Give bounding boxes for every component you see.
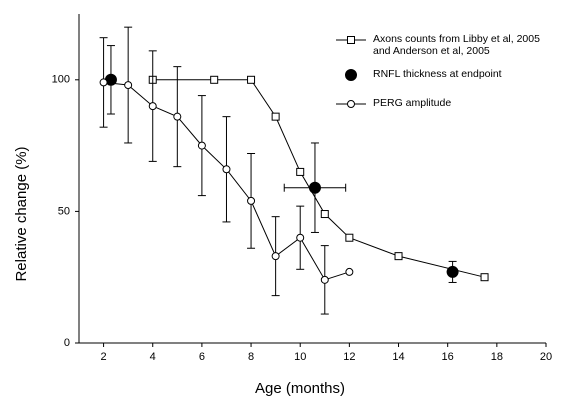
data-point: [345, 233, 354, 242]
data-point: [173, 112, 182, 121]
data-point: [210, 75, 219, 84]
data-point: [197, 141, 206, 150]
legend-marker: [347, 36, 355, 44]
legend-label: Axons counts from Libby et al, 2005 and …: [373, 33, 540, 57]
x-tick-label: 2: [101, 351, 107, 363]
data-point: [296, 167, 305, 176]
data-point: [296, 233, 305, 242]
data-point: [320, 275, 329, 284]
legend-label: RNFL thickness at endpoint: [373, 68, 502, 80]
legend-marker: [347, 100, 355, 108]
x-tick-label: 6: [199, 351, 205, 363]
x-tick-label: 20: [540, 351, 552, 363]
legend-entry: PERG amplitude: [373, 97, 452, 109]
x-tick-label: 10: [294, 351, 306, 363]
x-tick-label: 18: [491, 351, 503, 363]
data-point: [320, 210, 329, 219]
y-tick-label: 0: [64, 337, 70, 349]
data-point: [222, 165, 231, 174]
data-point: [148, 102, 157, 111]
x-tick-label: 16: [442, 351, 454, 363]
data-point: [124, 81, 133, 90]
legend-entry: RNFL thickness at endpoint: [373, 68, 502, 80]
x-axis-label: Age (months): [255, 380, 345, 397]
data-point: [394, 252, 403, 261]
x-tick-label: 14: [392, 351, 404, 363]
legend-label: PERG amplitude: [373, 97, 452, 109]
data-point: [271, 252, 280, 261]
x-tick-label: 12: [343, 351, 355, 363]
data-point: [247, 75, 256, 84]
data-point: [446, 265, 459, 278]
legend-marker: [345, 69, 357, 81]
data-point: [247, 196, 256, 205]
y-axis-label: Relative change (%): [13, 146, 30, 281]
x-tick-label: 4: [150, 351, 156, 363]
data-point: [99, 78, 108, 87]
x-tick-label: 8: [248, 351, 254, 363]
legend-entry: Axons counts from Libby et al, 2005 and …: [373, 33, 540, 57]
data-point: [480, 273, 489, 282]
data-point: [271, 112, 280, 121]
data-point: [308, 181, 321, 194]
y-tick-label: 50: [58, 205, 70, 217]
data-point: [345, 267, 354, 276]
y-tick-label: 100: [52, 74, 70, 86]
